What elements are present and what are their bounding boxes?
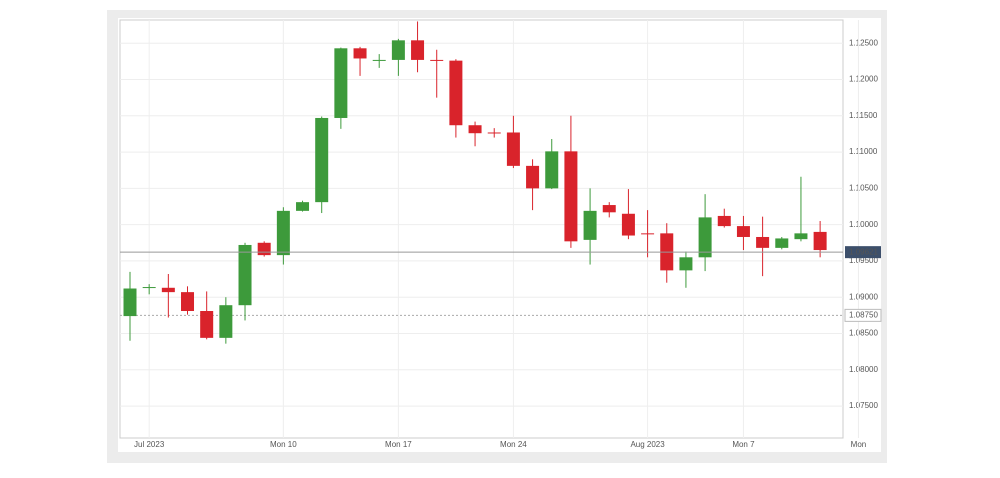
candle-body [506,132,520,166]
y-tick-label: 1.07500 [849,401,878,410]
candle-body [372,59,386,61]
candle-body [142,287,156,289]
x-tick-label: Mon 10 [270,440,297,449]
candle-body [487,132,501,134]
y-tick-label: 1.09000 [849,292,878,301]
candle-body [621,213,635,236]
candle-body [756,236,770,248]
candle-body [602,205,616,213]
x-tick-label: Jul 2023 [134,440,165,449]
candle-body [181,292,195,312]
candle-body [583,210,597,240]
candle-body [775,238,789,248]
candle-body [430,59,444,61]
candle-body [257,242,271,256]
candle-body [468,125,482,134]
x-tick-label: Mon 17 [385,440,412,449]
plot-border [119,19,844,439]
x-tick-label: Mon [851,440,867,449]
candle-body [353,48,367,59]
x-tick-label: Mon 7 [732,440,755,449]
y-tick-label: 1.10500 [849,183,878,192]
current-price-label: 1.09621 [849,247,878,256]
candle-body [679,257,693,271]
candle-body [564,151,578,242]
candle-body [334,48,348,118]
candle-body [794,233,808,240]
candle-body [238,244,252,306]
candle-body [698,217,712,258]
candle-body [296,202,310,211]
x-tick-label: Aug 2023 [630,440,665,449]
candle-body [411,40,425,60]
y-tick-label: 1.08000 [849,365,878,374]
current-price-box [845,246,881,259]
y-tick-label: 1.11500 [849,111,878,120]
reference-label-box [844,308,882,322]
candle-body [545,151,559,189]
candle-body [526,165,540,189]
y-tick-label: 1.12500 [849,38,878,47]
candle-body [161,287,175,293]
y-tick-label: 1.08500 [849,329,878,338]
candle-body [315,117,329,203]
y-tick-label: 1.09500 [849,256,878,265]
candle-body [276,210,290,256]
candle-body [641,233,655,235]
candle-body [717,215,731,227]
card [118,18,881,452]
x-tick-label: Mon 24 [500,440,527,449]
candle-body [200,311,214,338]
candle-body [391,40,405,60]
reference-label: 1.08750 [849,310,878,319]
candle-body [736,226,750,237]
candle-body [813,231,827,251]
candle-body [123,288,137,317]
candle-body [449,60,463,126]
y-tick-label: 1.10000 [849,220,878,229]
y-tick-label: 1.11000 [849,147,878,156]
y-tick-label: 1.12000 [849,75,878,84]
candle-body [219,305,233,338]
